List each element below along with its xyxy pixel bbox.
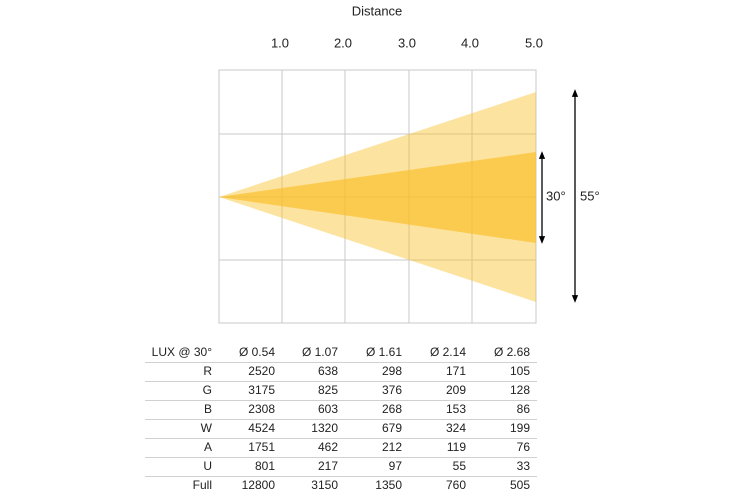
distance-labels: 1.0 2.0 3.0 4.0 5.0 [271, 35, 543, 50]
cell: 1751 [248, 440, 275, 454]
cell: 505 [510, 478, 530, 492]
row-label: G [203, 383, 212, 397]
row-label: U [203, 459, 212, 473]
beam-30 [219, 152, 536, 243]
cell: 1350 [375, 478, 402, 492]
cell: 3175 [248, 383, 275, 397]
beam-label: 55° [580, 188, 600, 203]
cell: 217 [318, 459, 338, 473]
cell: 462 [318, 440, 338, 454]
cell: 128 [510, 383, 530, 397]
distance-label: 1.0 [271, 35, 289, 50]
row-label: A [204, 440, 212, 454]
cell: 638 [318, 364, 338, 378]
cell: 55 [453, 459, 467, 473]
lux-table: LUX @ 30° Ø 0.54 Ø 1.07 Ø 1.61 Ø 2.14 Ø 2.68 R… [145, 345, 537, 492]
cell: 1320 [311, 421, 338, 435]
cell: 76 [517, 440, 531, 454]
cell: 199 [510, 421, 530, 435]
row-label: R [203, 364, 212, 378]
row-label: B [204, 402, 212, 416]
cell: 33 [517, 459, 531, 473]
column-header: Ø 2.68 [494, 345, 530, 359]
cell: 376 [382, 383, 402, 397]
cell: 324 [446, 421, 466, 435]
distance-label: 5.0 [525, 35, 543, 50]
column-header: Ø 1.61 [366, 345, 402, 359]
cell: 171 [446, 364, 466, 378]
cell: 119 [447, 440, 466, 454]
cell: 153 [446, 402, 466, 416]
distance-label: 3.0 [398, 35, 416, 50]
cell: 2308 [248, 402, 275, 416]
distance-label: 2.0 [334, 35, 352, 50]
cell: 97 [389, 459, 403, 473]
cell: 298 [382, 364, 402, 378]
cell: 12800 [242, 478, 276, 492]
column-header: Ø 1.07 [302, 345, 338, 359]
cell: 86 [517, 402, 531, 416]
cell: 2520 [248, 364, 275, 378]
cell: 825 [318, 383, 338, 397]
column-header: Ø 0.54 [239, 345, 275, 359]
column-header: Ø 2.14 [430, 345, 466, 359]
beam-label: 30° [546, 188, 566, 203]
cell: 679 [382, 421, 402, 435]
cell: 105 [510, 364, 530, 378]
cell: 212 [382, 440, 402, 454]
title: Distance [352, 3, 403, 18]
cell: 209 [446, 383, 466, 397]
distance-label: 4.0 [461, 35, 479, 50]
cell: 801 [255, 459, 275, 473]
cell: 3150 [311, 478, 338, 492]
row-label: Full [193, 478, 212, 492]
cell: 760 [446, 478, 466, 492]
row-label: W [201, 421, 213, 435]
cell: 4524 [248, 421, 275, 435]
column-header: LUX @ 30° [152, 345, 213, 359]
cell: 603 [318, 402, 338, 416]
cell: 268 [382, 402, 402, 416]
